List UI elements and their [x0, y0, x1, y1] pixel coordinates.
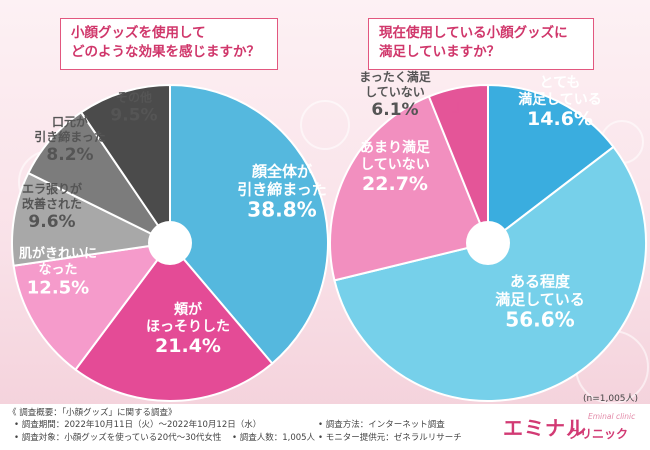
satisfaction-slice-1-label: ある程度: [510, 273, 571, 291]
satisfaction-slice-0: [487, 83, 615, 246]
satisfaction-slice-2-label: あまり満足: [360, 139, 431, 156]
effects-slice-1: [74, 241, 274, 402]
sample-size: (n=1,005人): [583, 394, 639, 404]
survey-target: • 調査対象：小顔グッズを使っている20代〜30代女性: [14, 433, 222, 443]
brand-logo: エミナル: [503, 416, 587, 440]
question-line: 小顔グッズを使用して: [71, 25, 206, 41]
effects-slice-3-value: 9.6%: [28, 212, 75, 232]
satisfaction-slice-2-value: 22.7%: [362, 173, 428, 195]
satisfaction-slice-3-label: していない: [365, 85, 425, 99]
satisfaction-center-hole: [466, 221, 510, 265]
effects-slice-1-value: 21.4%: [155, 335, 221, 357]
brand-script-logo: Eminal clinic: [588, 412, 636, 421]
satisfaction-slice-0-label: 満足している: [518, 91, 602, 108]
question-line: 現在使用している小顔グッズに: [379, 25, 568, 41]
effects-slice-2-label: 肌がきれいに: [19, 246, 97, 262]
background-petal: [300, 100, 350, 150]
effects-slice-0: [169, 83, 329, 365]
effects-slice-0-label: 顔全体が: [251, 163, 313, 181]
satisfaction-slice-1-label: 満足している: [495, 291, 585, 309]
effects-slice-0-value: 38.8%: [247, 198, 316, 222]
survey-method: • 調査方法：インターネット調査: [318, 420, 445, 430]
brand-logo-sub: クリニック: [568, 427, 629, 441]
question-line: どのような効果を感じますか？: [71, 44, 260, 60]
satisfaction-slice-1-value: 56.6%: [505, 308, 574, 332]
satisfaction-slice-3-value: 6.1%: [371, 100, 418, 120]
satisfaction-slice-0-value: 14.6%: [527, 108, 593, 130]
satisfaction-slice-3-label: まったく満足: [359, 69, 431, 84]
effects-slice-1-label: 頬が: [174, 301, 203, 318]
survey-count: • 調査人数：1,005人: [232, 433, 316, 443]
effects-slice-4-label: 引き締まった: [34, 129, 106, 144]
effects-center-hole: [148, 221, 192, 265]
satisfaction-slice-2-label: していない: [360, 157, 430, 173]
effects-slice-4-label: 口元が: [52, 114, 88, 129]
survey-footer: [0, 404, 650, 450]
effects-slice-5-label: その他: [116, 90, 152, 105]
survey-provider: • モニター提供元：ゼネラルリサーチ: [318, 433, 462, 443]
effects-slice-0-label: 引き締まった: [237, 181, 326, 199]
effects-slice-5: [79, 83, 171, 247]
satisfaction-slice-3-connector: [452, 102, 459, 113]
effects-slice-2-label: なった: [38, 263, 77, 278]
effects-slice-2: [12, 241, 173, 372]
satisfaction-slice-0-label: とても: [540, 75, 581, 91]
effects-slice-3: [11, 171, 174, 267]
effects-slice-1-label: ほっそりした: [146, 319, 230, 335]
satisfaction-slice-1: [333, 145, 647, 402]
effects-slice-4-value: 8.2%: [46, 145, 93, 165]
effects-slice-5-value: 9.5%: [110, 106, 157, 126]
satisfaction-slice-3: [427, 83, 489, 244]
question-box-satisfaction: 現在使用している小顔グッズに 満足していますか？: [368, 18, 594, 70]
effects-slice-3-label: 改善された: [22, 196, 82, 211]
question-line: 満足していますか？: [379, 44, 501, 60]
effects-slice-2-value: 12.5%: [27, 278, 89, 299]
survey-period: • 調査期間：2022年10月11日（火）～2022年10月12日（水）: [14, 420, 262, 430]
satisfaction-slice-2: [329, 95, 490, 282]
question-box-effects: 小顔グッズを使用して どのような効果を感じますか？: [60, 18, 278, 70]
effects-slice-3-label: エラ張りが: [22, 181, 82, 196]
survey-heading: 《 調査概要：「小顔グッズ」に関する調査》: [8, 408, 177, 418]
